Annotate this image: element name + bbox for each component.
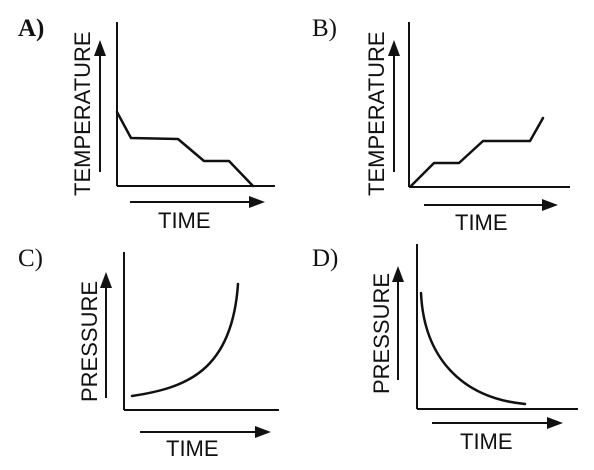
panel-d-curve <box>419 291 527 406</box>
panel-a: A) TEMPERATURE TIME <box>18 15 275 233</box>
panel-b-y-label: TEMPERATURE <box>364 31 389 196</box>
panel-a-letter: A) <box>18 15 44 42</box>
panel-c-y-label: PRESSURE <box>77 281 102 402</box>
panel-b-letter: B) <box>312 15 337 42</box>
panel-d-y-label: PRESSURE <box>369 273 394 394</box>
panel-a-y-arrowhead <box>94 40 106 56</box>
panel-c: C) PRESSURE TIME <box>18 245 279 461</box>
panel-b-x-label: TIME <box>455 210 508 235</box>
panel-b-x-arrowhead <box>542 199 558 211</box>
panel-c-letter: C) <box>18 245 43 272</box>
panel-c-x-arrowhead <box>255 426 271 438</box>
panel-b-y-arrowhead <box>388 40 400 56</box>
panel-a-curve <box>115 110 255 188</box>
panel-a-y-label: TEMPERATURE <box>70 31 95 196</box>
panel-d-y-arrowhead <box>392 266 404 282</box>
panel-d-x-arrowhead <box>547 417 563 429</box>
panel-d: D) PRESSURE TIME <box>312 244 578 454</box>
panel-c-y-arrowhead <box>100 272 112 288</box>
panel-b-curve <box>409 116 545 188</box>
panel-a-x-label: TIME <box>158 208 211 233</box>
panel-d-letter: D) <box>312 245 338 272</box>
panel-b: B) TEMPERATURE TIME <box>312 15 570 235</box>
panel-a-x-arrowhead <box>249 196 265 208</box>
panel-c-curve <box>130 282 240 398</box>
panel-d-x-label: TIME <box>460 429 513 454</box>
panel-c-x-label: TIME <box>166 436 219 461</box>
